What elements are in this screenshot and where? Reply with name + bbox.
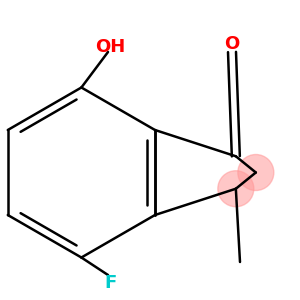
Text: OH: OH [95,38,125,56]
Circle shape [238,154,274,190]
Text: O: O [224,35,240,53]
Text: F: F [104,274,116,292]
Circle shape [218,171,254,207]
